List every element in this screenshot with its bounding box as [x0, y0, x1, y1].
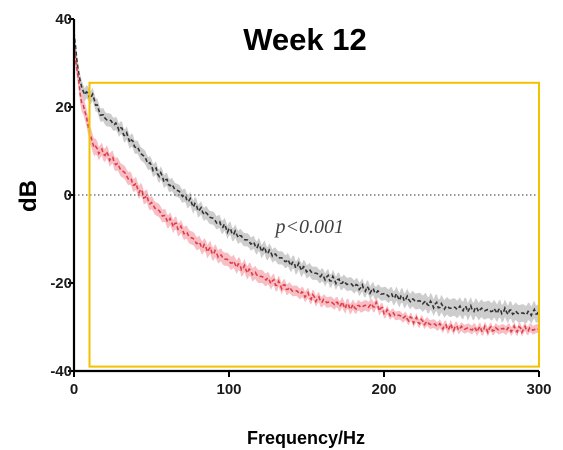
highlight-box — [88, 81, 540, 368]
series-line — [73, 41, 540, 335]
confidence-bands — [74, 25, 539, 337]
x-tick-label: 200 — [371, 381, 396, 398]
y-axis-title: dB — [15, 180, 42, 212]
ticks: 0 100 200 300 -40 -20 0 20 40 — [50, 11, 551, 398]
p-value-annotation: p<0.001 — [274, 216, 345, 238]
highlight-box-group — [88, 81, 540, 368]
y-tick-label: -40 — [50, 363, 72, 380]
x-tick-label: 300 — [526, 381, 551, 398]
x-tick-label: 100 — [216, 381, 241, 398]
series-line — [73, 32, 540, 318]
series-lines — [73, 32, 540, 335]
x-axis-title: Frequency/Hz — [247, 428, 365, 448]
series-band — [74, 25, 539, 325]
chart-title: Week 12 — [243, 22, 367, 57]
y-tick-label: 20 — [55, 99, 72, 116]
y-tick-label: 40 — [55, 11, 72, 28]
y-tick-label: 0 — [64, 187, 72, 204]
x-tick-label: 0 — [70, 381, 78, 398]
series-band — [74, 32, 539, 337]
y-tick-label: -20 — [50, 275, 72, 292]
